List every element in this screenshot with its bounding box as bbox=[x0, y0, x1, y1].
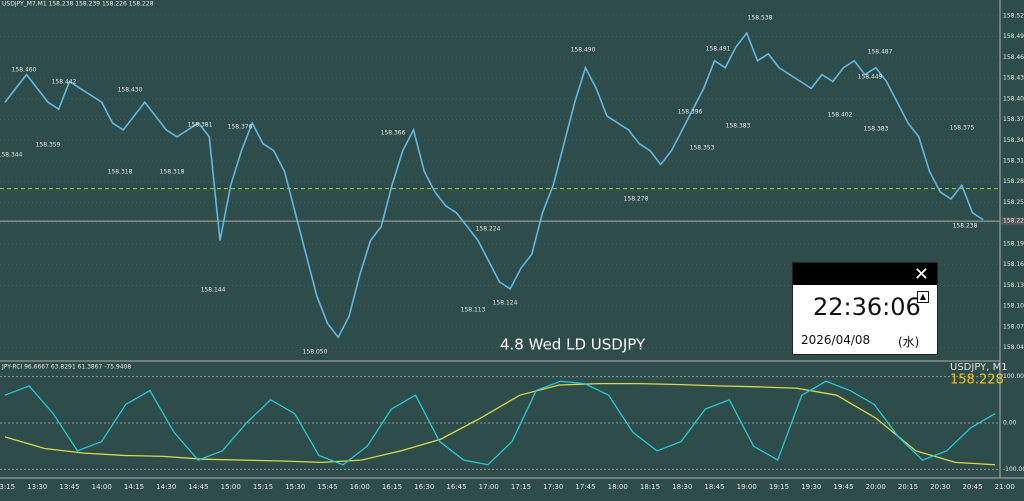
x-tick-label: 16:00 bbox=[350, 483, 370, 491]
price-annotation: 158.124 bbox=[493, 300, 518, 307]
y-tick-label: 158.195 bbox=[1003, 240, 1024, 247]
y-tick-label: 158.345 bbox=[1003, 137, 1024, 144]
x-tick-label: 14:45 bbox=[188, 483, 208, 491]
price-annotation: 158.238 bbox=[953, 223, 978, 230]
price-annotation: 158.318 bbox=[160, 169, 185, 176]
price-annotation: 158.113 bbox=[461, 307, 486, 314]
current-price-badge: 158.228 bbox=[950, 373, 1004, 388]
y-tick-label: 158.495 bbox=[1003, 33, 1024, 40]
indicator-label: JPY-RCI 96.6667 63.8291 61.3867 -75.9408 bbox=[1, 364, 131, 371]
clock-time: 22:36:06 bbox=[813, 293, 921, 321]
symbol-info: USDJPY_M7,M1 158.238 158.239 158.226 158… bbox=[2, 1, 154, 8]
clock-weekday: (水) bbox=[898, 335, 920, 349]
price-annotation: 158.278 bbox=[624, 196, 649, 203]
y-tick-label: 158.525 bbox=[1003, 12, 1024, 19]
price-annotation: 158.375 bbox=[950, 125, 975, 132]
price-annotation: 158.538 bbox=[748, 15, 773, 22]
price-annotation: 158.491 bbox=[706, 46, 731, 53]
clock-titlebar: ✕ bbox=[793, 263, 937, 285]
y-tick-label: 158.135 bbox=[1003, 282, 1024, 289]
x-tick-label: 16:15 bbox=[382, 483, 402, 491]
x-tick-label: 15:45 bbox=[317, 483, 337, 491]
price-annotation: 158.402 bbox=[828, 112, 853, 119]
price-annotation: 158.487 bbox=[868, 49, 893, 56]
x-tick-label: 15:00 bbox=[221, 483, 241, 491]
indicator-line bbox=[4, 380, 996, 466]
current-price-box bbox=[1001, 217, 1024, 226]
price-annotation: 158.490 bbox=[571, 47, 596, 54]
x-tick-label: 19:15 bbox=[769, 483, 789, 491]
x-tick-label: 17:00 bbox=[479, 483, 499, 491]
x-tick-label: 14:15 bbox=[124, 483, 144, 491]
x-tick-label: 16:30 bbox=[414, 483, 434, 491]
current-price-label: 158.228 bbox=[1003, 218, 1024, 225]
indicator-tick-label: 0.00 bbox=[1003, 420, 1017, 427]
x-tick-label: 13:15 bbox=[0, 483, 15, 491]
price-annotation: 158.224 bbox=[476, 226, 501, 233]
price-annotation: 158.344 bbox=[0, 152, 23, 159]
symbol-badge: USDJPY, M1 bbox=[950, 362, 1008, 373]
y-tick-label: 158.375 bbox=[1003, 116, 1024, 123]
x-tick-label: 15:30 bbox=[285, 483, 305, 491]
price-annotation: 158.383 bbox=[864, 126, 889, 133]
y-tick-label: 158.405 bbox=[1003, 95, 1024, 102]
clock-widget: ✕ 22:36:06 ▲ 2026/04/08 (水) bbox=[792, 262, 938, 355]
x-tick-label: 15:15 bbox=[253, 483, 273, 491]
price-annotation: 158.376 bbox=[228, 124, 253, 131]
indicator-tick-label: 100.00 bbox=[1003, 373, 1024, 380]
x-tick-label: 17:45 bbox=[575, 483, 595, 491]
x-tick-label: 14:00 bbox=[92, 483, 112, 491]
x-tick-label: 16:45 bbox=[446, 483, 466, 491]
clock-date: 2026/04/08 bbox=[801, 333, 871, 347]
price-annotation: 158.442 bbox=[52, 79, 77, 86]
y-tick-label: 158.165 bbox=[1003, 261, 1024, 268]
price-annotation: 158.396 bbox=[678, 109, 703, 116]
x-tick-label: 20:30 bbox=[930, 483, 950, 491]
caption: 4.8 Wed LD USDJPY bbox=[500, 336, 646, 354]
price-annotation: 158.381 bbox=[188, 122, 213, 129]
price-annotation: 158.359 bbox=[36, 142, 61, 149]
price-annotation: 158.353 bbox=[690, 145, 715, 152]
x-tick-label: 20:00 bbox=[866, 483, 886, 491]
x-tick-label: 20:45 bbox=[962, 483, 982, 491]
price-annotation: 158.050 bbox=[303, 349, 328, 356]
price-line bbox=[4, 31, 984, 339]
x-tick-label: 19:30 bbox=[801, 483, 821, 491]
x-tick-label: 18:45 bbox=[704, 483, 724, 491]
price-annotation: 158.318 bbox=[108, 169, 133, 176]
y-tick-label: 158.465 bbox=[1003, 54, 1024, 61]
x-tick-label: 20:15 bbox=[898, 483, 918, 491]
price-annotation: 158.383 bbox=[726, 123, 751, 130]
x-tick-label: 19:45 bbox=[833, 483, 853, 491]
x-tick-label: 13:45 bbox=[59, 483, 79, 491]
close-button[interactable]: ✕ bbox=[913, 264, 929, 285]
y-tick-label: 158.105 bbox=[1003, 303, 1024, 310]
y-tick-label: 158.075 bbox=[1003, 323, 1024, 330]
pin-icon[interactable]: ▲ bbox=[917, 291, 929, 303]
y-tick-label: 158.315 bbox=[1003, 157, 1024, 164]
x-tick-label: 18:00 bbox=[608, 483, 628, 491]
y-tick-label: 158.255 bbox=[1003, 199, 1024, 206]
x-tick-label: 17:30 bbox=[543, 483, 563, 491]
y-tick-label: 158.435 bbox=[1003, 75, 1024, 82]
indicator-tick-label: -100.00 bbox=[1003, 466, 1024, 473]
price-annotation: 158.430 bbox=[118, 87, 143, 94]
x-tick-label: 14:30 bbox=[156, 483, 176, 491]
x-tick-label: 18:30 bbox=[672, 483, 692, 491]
price-annotation: 158.366 bbox=[381, 130, 406, 137]
price-annotation: 158.460 bbox=[12, 67, 37, 74]
y-tick-label: 158.045 bbox=[1003, 344, 1024, 351]
x-tick-label: 13:30 bbox=[27, 483, 47, 491]
x-tick-label: 18:15 bbox=[640, 483, 660, 491]
price-annotation: 158.449 bbox=[858, 74, 883, 81]
x-tick-label: 19:00 bbox=[737, 483, 757, 491]
price-annotation: 158.144 bbox=[201, 287, 226, 294]
x-tick-label: 21:00 bbox=[995, 483, 1015, 491]
y-tick-label: 158.285 bbox=[1003, 178, 1024, 185]
x-tick-label: 17:15 bbox=[511, 483, 531, 491]
indicator-line bbox=[4, 382, 996, 466]
